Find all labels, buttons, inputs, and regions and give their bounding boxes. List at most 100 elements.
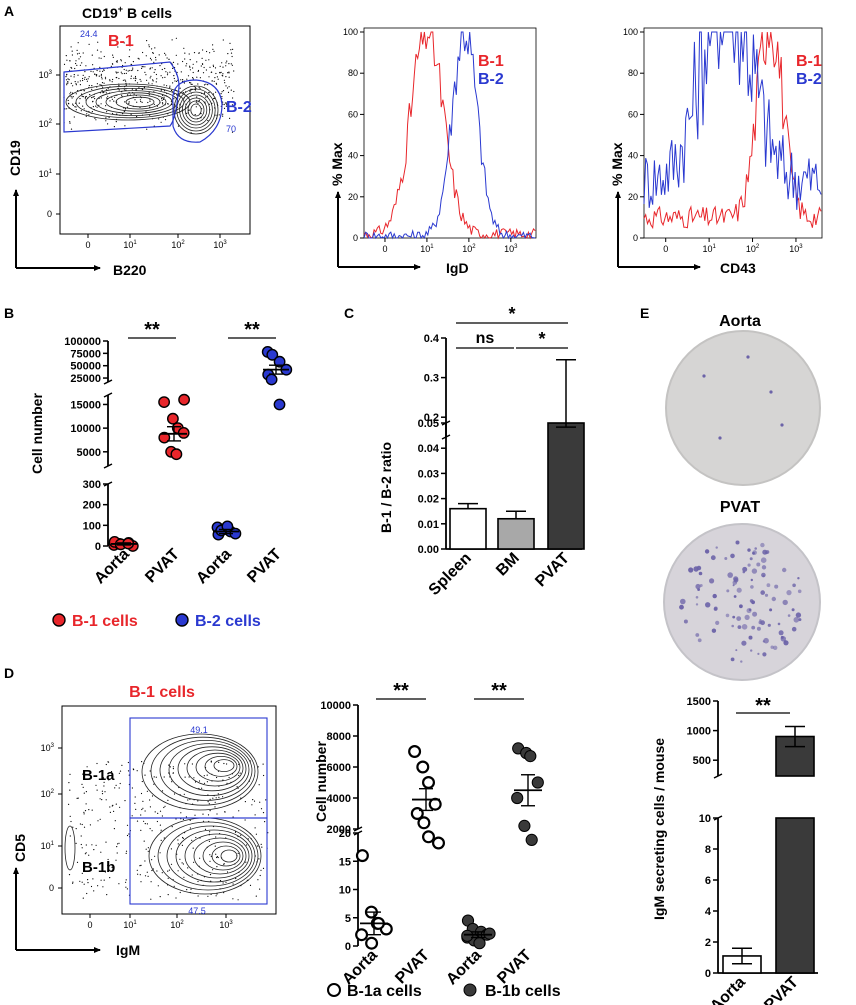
e-spot-pvat: [786, 590, 792, 596]
d-flow-dot: [191, 839, 193, 841]
d-flow-dot: [149, 828, 151, 830]
e-ytick-label: 6: [705, 875, 711, 887]
a-flow-dot: [167, 72, 169, 74]
d-flow-dot: [156, 820, 158, 823]
d-flow-dot: [151, 830, 153, 832]
a-flow-frame: [59, 25, 251, 235]
e-bar-pvat: [775, 817, 815, 974]
a-flow-dot: [74, 106, 76, 108]
a-flow-dot: [69, 121, 71, 123]
a-flow-dot: [142, 88, 144, 91]
a-flow-dot: [222, 39, 224, 41]
a-flow-dot: [206, 50, 208, 53]
a-flow-dot: [101, 89, 103, 92]
d-flow-dot: [263, 774, 265, 777]
a-flow-dot: [182, 92, 184, 94]
d-flow-dot: [262, 867, 265, 870]
a-flow-dot: [205, 69, 207, 71]
a-flow-dot: [80, 110, 82, 112]
a-flow-dot: [151, 83, 153, 85]
d-flow-dot: [260, 869, 262, 871]
d-flow-dot: [132, 768, 134, 770]
d-flow-dot: [163, 837, 165, 839]
a-flow-dot: [92, 71, 94, 73]
e-spot-pvat: [777, 622, 781, 626]
d-flow-ytick-label: 0: [49, 883, 54, 893]
b-legend-b2: B-2 cells: [195, 613, 261, 630]
b-axis-break: [103, 379, 113, 385]
a-flow-contour-b2: [184, 97, 208, 123]
a-flow-dot: [104, 78, 107, 80]
a-flow-dot: [109, 79, 111, 81]
d-flow-dot: [232, 816, 234, 818]
d-flow-dot: [259, 888, 261, 890]
a-flow-dot: [122, 64, 124, 67]
d-flow-dot: [187, 799, 189, 801]
d-flow-ytick-label: 102: [41, 789, 55, 799]
e-ytick-label: 1000: [687, 726, 711, 738]
a-gate-b2: [172, 79, 223, 143]
d-flow-dot: [115, 803, 117, 805]
a-flow-dot: [222, 115, 224, 117]
d-flow-dot: [252, 799, 254, 801]
a-igd-ytick-label: 80: [348, 68, 358, 78]
d-flow-dot: [216, 866, 218, 868]
e-spot-pvat: [780, 636, 786, 642]
a-flow-dot: [123, 89, 125, 91]
a-flow-dot: [125, 72, 127, 74]
d-gate-b1a-label: B-1a: [82, 767, 115, 784]
a-igd-legend-b1: B-1: [478, 53, 504, 70]
a-flow-xtick-label: 101: [123, 240, 137, 250]
a-flow-dot: [195, 101, 197, 103]
a-flow-dot: [230, 52, 233, 54]
d-flow-dot: [141, 780, 143, 783]
a-flow-dot: [85, 65, 87, 67]
a-flow-dot: [204, 91, 206, 93]
a-flow-dot: [73, 74, 75, 76]
d-xlabel: Aorta: [443, 947, 485, 989]
d-flow-dot: [203, 782, 206, 784]
a-flow-dot: [191, 83, 193, 85]
d-flow-dot: [223, 762, 225, 765]
e-spot-pvat: [713, 607, 718, 611]
a-flow-dot: [75, 60, 77, 62]
a-flow-dot: [134, 99, 136, 101]
d-ytick-label: 5: [345, 913, 351, 925]
d-flow-dot: [154, 811, 156, 813]
e-spot-pvat: [742, 566, 748, 572]
d-flow-dot: [107, 858, 109, 861]
a-flow-dot: [136, 101, 138, 103]
d-flow-dot: [97, 820, 99, 822]
d-flow-dot: [80, 835, 82, 837]
d-ytick-label: 4000: [327, 793, 351, 805]
d-point-b1b: [524, 750, 537, 763]
d-flow-frame: [61, 705, 277, 915]
a-flow-dot: [128, 56, 130, 58]
a-flow-dot: [133, 93, 135, 95]
a-flow-dot: [140, 100, 142, 103]
a-flow-dot: [212, 93, 215, 95]
a-igd-frame: [363, 27, 537, 239]
d-flow-dot: [146, 823, 148, 825]
d-flow-dot: [83, 792, 85, 794]
d-flow-dot: [234, 831, 237, 833]
a-flow-dot: [96, 74, 98, 76]
a-flow-dot: [92, 96, 94, 98]
panel-a: CD19+ B cells 24.4 B-1 B-2 70 0 101 102 103…: [7, 4, 823, 278]
d-flow-dot: [81, 881, 83, 883]
d-flow-contour-b1b: [220, 849, 238, 863]
a-flow-dot: [115, 60, 118, 62]
a-flow-dot: [72, 85, 74, 87]
a-flow-dot: [141, 101, 143, 103]
d-flow-dot: [198, 780, 201, 782]
d-flow-dot: [116, 846, 118, 848]
a-flow-dot: [193, 52, 196, 54]
d-flow-dot: [134, 796, 136, 798]
d-flow-dot: [144, 875, 147, 877]
a-flow-dot: [223, 79, 225, 81]
e-spot-pvat: [760, 542, 765, 548]
d-axis: [353, 705, 363, 946]
a-flow-dot: [68, 103, 70, 105]
d-flow-dot: [121, 764, 123, 767]
